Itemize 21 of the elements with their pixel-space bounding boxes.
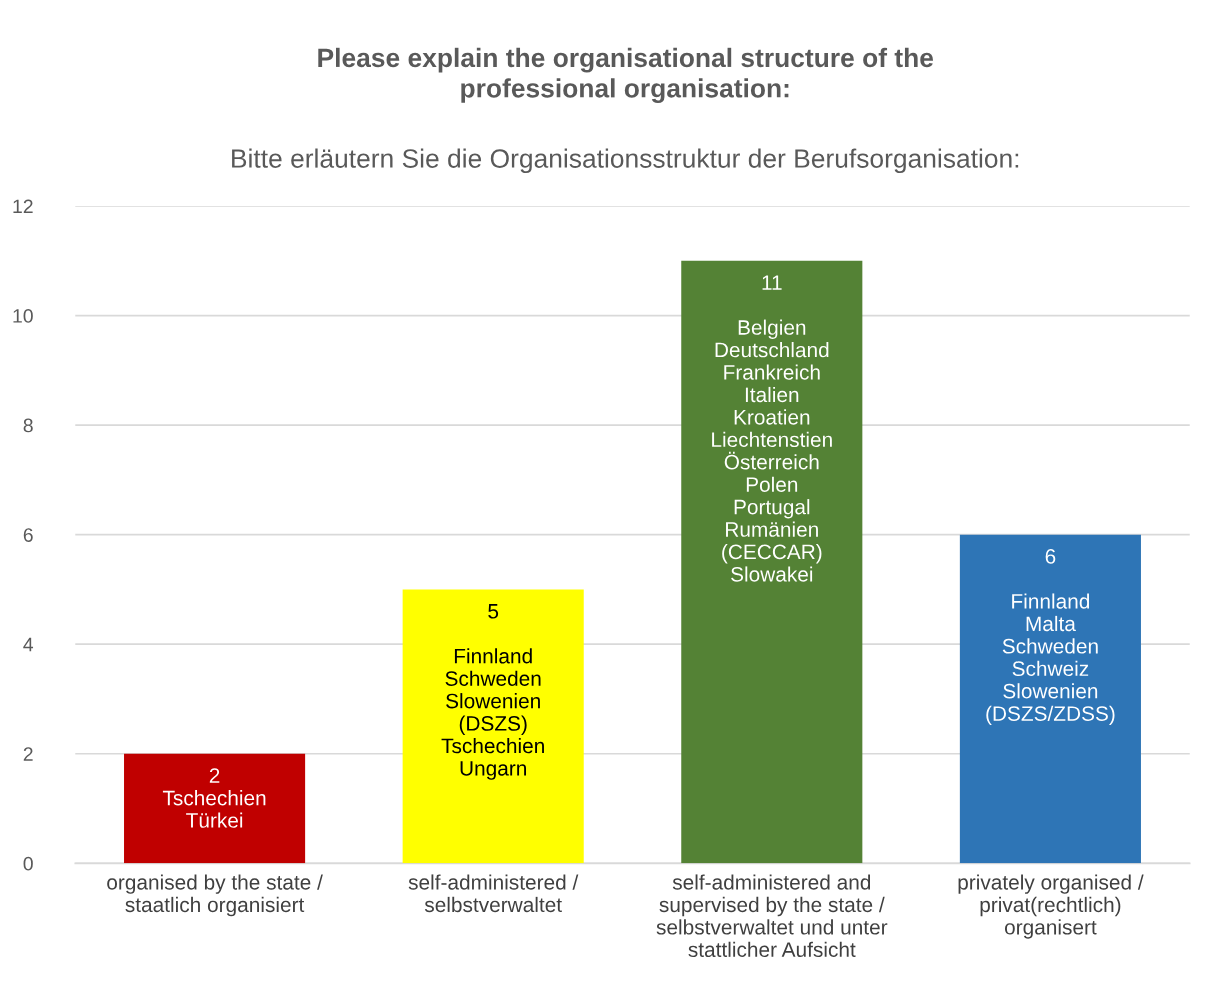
x-tick-label: organised by the state / staatlich organisiert <box>107 874 323 917</box>
text: 5 Finnland Schweden Slowenien (DSZS) Tschechien Ungarn <box>441 604 544 780</box>
x-tick-label: self-administered and supervised by the state / selbstverwaltet und unter stattlicher Aufsicht <box>656 874 888 958</box>
data-label: 2 Tschechien Türkei <box>162 768 266 828</box>
y-tick-label: 4 <box>23 637 34 652</box>
y-tick-label: 10 <box>13 309 33 323</box>
text: 6 Finnland Malta Schweden Schweiz Slowenien (DSZS/ZDSS) <box>986 549 1115 726</box>
bar <box>402 589 584 864</box>
x-tick-label: self-administered / selbstverwaltet <box>408 874 579 913</box>
chart-subtitle: Bitte erläutern Sie die Organisationsstruktur der Berufsorganisation: <box>232 148 1019 174</box>
bar <box>681 260 863 864</box>
y-tick-label: 0 <box>23 856 33 871</box>
bar <box>959 534 1141 864</box>
chart-title: Please explain the organisational structure of the professional organisation: <box>318 47 934 103</box>
y-tick-label: 12 <box>13 199 33 214</box>
y-tick-label: 6 <box>23 528 33 542</box>
x-tick-label: privately organised / privat(rechtlich) organisert <box>958 874 1144 939</box>
y-tick-label: 8 <box>23 418 33 433</box>
y-tick-label: 2 <box>23 747 33 761</box>
text: 11 Belgien Deutschland Frankreich Italien Kroatien Liechtenstien Österreich Polen Portugal Rumänien (CECCAR) Slowakei <box>712 275 832 582</box>
bar <box>124 753 306 864</box>
